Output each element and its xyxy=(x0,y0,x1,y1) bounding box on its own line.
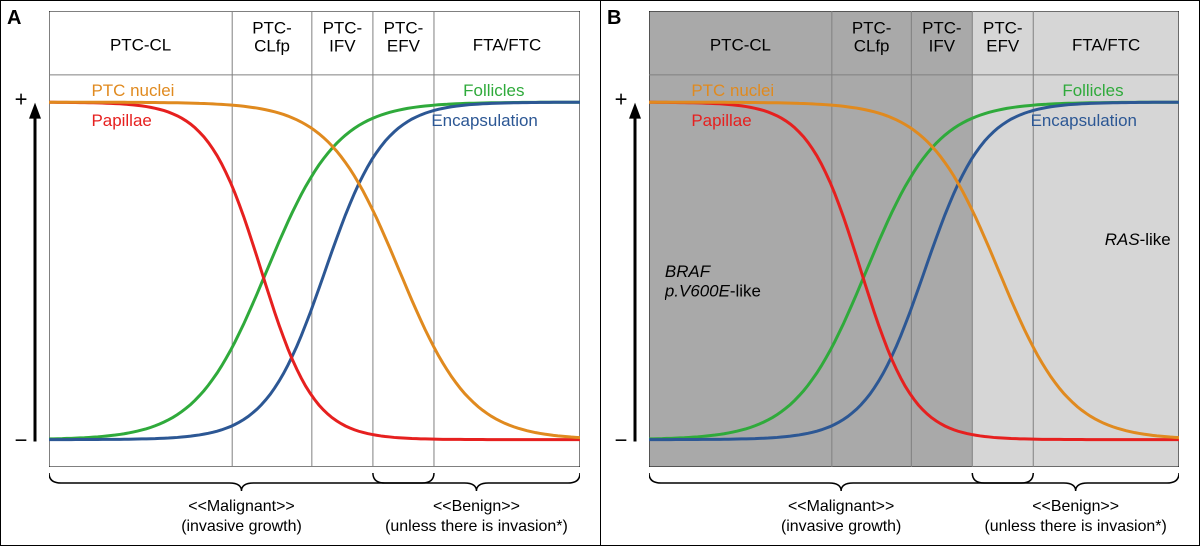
svg-text:+: + xyxy=(15,87,28,112)
svg-text:PTC-CL: PTC-CL xyxy=(110,36,171,55)
svg-text:(invasive growth): (invasive growth) xyxy=(781,518,901,535)
svg-text:Papillae: Papillae xyxy=(91,111,151,130)
svg-text:PTC-EFV: PTC-EFV xyxy=(384,18,424,55)
panel-B: B PTC-CLPTC-CLfpPTC-IFVPTC-EFVFTA/FTCPTC… xyxy=(600,1,1199,545)
svg-text:FTA/FTC: FTA/FTC xyxy=(473,36,541,55)
panel-A: A PTC-CLPTC-CLfpPTC-IFVPTC-EFVFTA/FTCPTC… xyxy=(1,1,600,545)
bottom-area-A: <<Malignant>> (invasive growth) <<Benign>>… xyxy=(49,467,580,545)
bottom-area-B: <<Malignant>> (invasive growth) <<Benign>>… xyxy=(649,467,1179,545)
svg-text:PTC nuclei: PTC nuclei xyxy=(691,81,774,100)
svg-text:Follicles: Follicles xyxy=(1062,81,1123,100)
svg-text:PTC nuclei: PTC nuclei xyxy=(91,81,174,100)
svg-text:(unless there is invasion*): (unless there is invasion*) xyxy=(385,518,568,535)
svg-text:PTC-CL: PTC-CL xyxy=(710,36,771,55)
svg-text:PTC-CLfp: PTC-CLfp xyxy=(852,18,891,55)
svg-text:(invasive growth): (invasive growth) xyxy=(181,518,302,535)
svg-text:−: − xyxy=(15,428,28,453)
svg-text:<<Malignant>>: <<Malignant>> xyxy=(788,498,894,515)
svg-text:Encapsulation: Encapsulation xyxy=(431,111,538,130)
svg-text:Follicles: Follicles xyxy=(463,81,524,100)
svg-text:PTC-EFV: PTC-EFV xyxy=(983,18,1022,55)
svg-text:<<Malignant>>: <<Malignant>> xyxy=(188,498,294,515)
svg-text:(unless there is invasion*): (unless there is invasion*) xyxy=(984,518,1166,535)
figure-root: A PTC-CLPTC-CLfpPTC-IFVPTC-EFVFTA/FTCPTC… xyxy=(0,0,1200,546)
svg-text:PTC-CLfp: PTC-CLfp xyxy=(252,18,292,55)
svg-text:FTA/FTC: FTA/FTC xyxy=(1072,36,1140,55)
chart-area-B: PTC-CLPTC-CLfpPTC-IFVPTC-EFVFTA/FTCPTC n… xyxy=(649,11,1179,467)
svg-text:Encapsulation: Encapsulation xyxy=(1031,111,1137,130)
svg-text:PTC-IFV: PTC-IFV xyxy=(323,18,363,55)
chart-area-A: PTC-CL PTC-CLfp PTC-IFV PTC-EFV FTA/FTC PTC n… xyxy=(49,11,580,467)
svg-text:+: + xyxy=(615,87,628,112)
svg-text:<<Benign>>: <<Benign>> xyxy=(1032,498,1119,515)
svg-text:−: − xyxy=(615,428,628,453)
svg-text:<<Benign>>: <<Benign>> xyxy=(433,498,520,515)
svg-text:Papillae: Papillae xyxy=(691,111,751,130)
